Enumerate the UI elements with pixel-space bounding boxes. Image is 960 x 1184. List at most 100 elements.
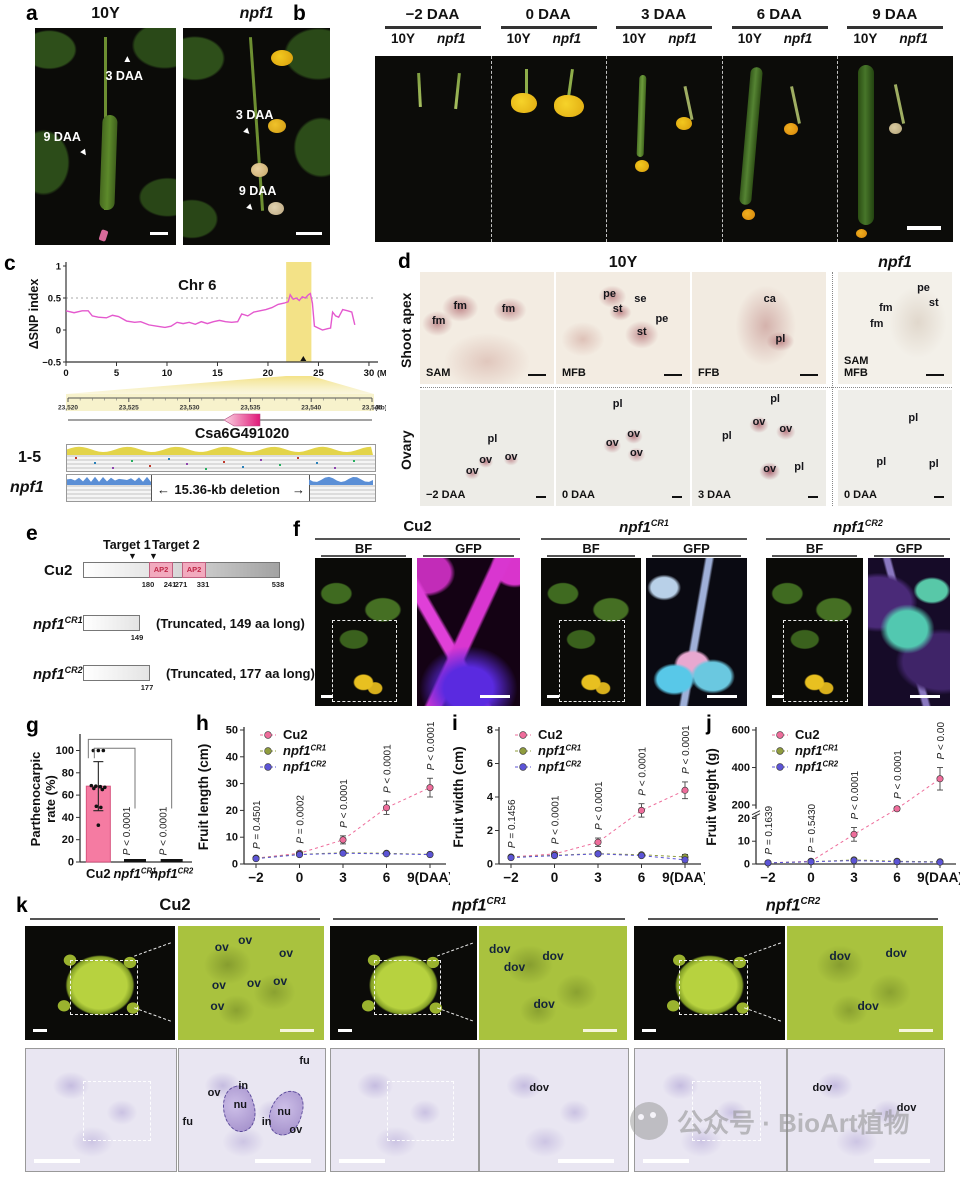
panel-d-image: pe st fm fm SAM MFB xyxy=(838,272,952,384)
connector-dashed-line xyxy=(134,942,171,957)
anatomy-label: pl xyxy=(908,411,919,424)
flower-illustration xyxy=(268,201,285,215)
inset-dashed-box xyxy=(679,960,748,1015)
target2-label: Target 2 xyxy=(152,538,200,552)
scale-bar xyxy=(664,373,682,376)
svg-text:Fruit weight (g): Fruit weight (g) xyxy=(704,748,719,845)
anatomy-label: ov xyxy=(627,428,641,441)
chart-parthenocarpic-rate: 0 20 40 60 80 100 P < 0.0001 P < 0.0001 Cu2 npf1C… xyxy=(28,724,196,892)
svg-text:23,525: 23,525 xyxy=(119,405,139,412)
panel-d-image: pl ov ov ov 0 DAA xyxy=(556,390,690,506)
anatomy-label: fm xyxy=(879,301,893,314)
svg-text:30: 30 xyxy=(364,368,375,379)
arrowhead-icon: ▲ xyxy=(76,145,91,161)
flower-illustration xyxy=(250,162,268,177)
inset-dashed-box xyxy=(559,620,625,703)
chart-fruit-width: 0 2 4 6 8 −2 0 3 6 9(DAA) P = 0.1456 P < 0.0001 P < … xyxy=(451,722,708,894)
daa-annotation: 9 DAA xyxy=(238,184,277,199)
connector-dashed-line xyxy=(134,1007,171,1022)
svg-text:−2: −2 xyxy=(503,870,518,885)
svg-text:P < 0.0001: P < 0.0001 xyxy=(850,770,861,819)
genotype-header: Cu2 xyxy=(403,518,432,535)
svg-text:100: 100 xyxy=(56,745,74,757)
ovule-label: dov xyxy=(533,996,555,1011)
image-stage-tag: 3 DAA xyxy=(698,489,732,502)
fruit-illustration xyxy=(893,84,906,124)
svg-text:20: 20 xyxy=(263,368,274,379)
anatomy-label: fm xyxy=(870,317,884,330)
svg-text:25: 25 xyxy=(313,368,324,379)
svg-text:P = 0.1456: P = 0.1456 xyxy=(507,799,518,848)
svg-text:9(DAA): 9(DAA) xyxy=(917,870,960,885)
fruit-illustration xyxy=(742,208,756,220)
alignment-track-npf1: ← → 15.36-kb deletion xyxy=(66,474,376,502)
bf-underline xyxy=(772,555,857,557)
panel-a-photo-10y: ▲ 3 DAA 9 DAA ▲ xyxy=(35,28,176,245)
svg-text:3: 3 xyxy=(850,870,858,885)
svg-text:npf1CR2: npf1CR2 xyxy=(538,759,582,774)
gfp-label: GFP xyxy=(895,541,923,556)
svg-text:Cu2: Cu2 xyxy=(86,866,111,881)
panel-k-genotype-header: npf1CR2 xyxy=(765,896,821,915)
svg-text:10: 10 xyxy=(738,836,750,848)
aa-position: 241 xyxy=(163,580,177,589)
daa-underline xyxy=(500,26,597,29)
image-stage-tag: SAM xyxy=(426,367,451,380)
fruit-illustration xyxy=(566,68,574,98)
inset-dashed-box xyxy=(386,1080,454,1142)
panel-k-genotype-header: npf1CR1 xyxy=(451,896,507,915)
fruit-illustration xyxy=(635,160,650,173)
panel-d-image: pl ov ov pl ov pl 3 DAA xyxy=(692,390,826,506)
anatomy-label: ov xyxy=(605,437,619,450)
svg-text:Parthenocarpic: Parthenocarpic xyxy=(28,752,43,847)
svg-text:6: 6 xyxy=(893,870,901,885)
anatomy-label: in xyxy=(261,1116,272,1129)
panel-b-photo-strip xyxy=(375,56,953,242)
anatomy-label: ov xyxy=(779,423,793,436)
ovule-label: ov xyxy=(238,932,253,947)
anatomy-label: fm xyxy=(501,302,516,315)
wechat-icon xyxy=(630,1102,668,1140)
alignment-track-1-5 xyxy=(66,444,376,472)
daa-underline xyxy=(847,26,944,29)
histology-image xyxy=(330,1048,479,1172)
cr1-aa-length: 149 xyxy=(130,633,144,642)
svg-text:0.5: 0.5 xyxy=(48,294,62,305)
snp-speckle xyxy=(334,467,336,469)
anatomy-label: ov xyxy=(763,462,777,475)
anatomy-label: pl xyxy=(794,460,805,473)
svg-text:9(DAA): 9(DAA) xyxy=(407,870,450,885)
dotted-divider xyxy=(832,272,833,506)
svg-text:80: 80 xyxy=(62,767,74,779)
panel-letter-d: d xyxy=(398,250,411,273)
scale-bar xyxy=(338,1029,352,1032)
daa-annotation: 3 DAA xyxy=(235,108,274,123)
snp-speckle xyxy=(93,462,96,464)
ovary-whole-photo xyxy=(330,926,477,1040)
bf-label: BF xyxy=(354,541,373,556)
gene-row-cr2-label: npf1CR2 xyxy=(33,665,83,683)
ovule-label: ov xyxy=(246,976,261,990)
svg-text:P < 0.0001: P < 0.0001 xyxy=(426,722,437,770)
target2-arrow-icon: ▼ xyxy=(149,551,158,561)
ovule-label: ov xyxy=(210,998,225,1013)
genotype-underline xyxy=(333,918,625,920)
inset-dashed-box xyxy=(692,1080,761,1142)
svg-text:400: 400 xyxy=(732,762,750,774)
anatomy-label: pl xyxy=(487,432,498,445)
daa-group-label: 0 DAA xyxy=(525,6,571,23)
anatomy-label: pl xyxy=(612,397,623,410)
dotted-divider xyxy=(420,387,952,388)
svg-text:0: 0 xyxy=(68,857,74,869)
scale-bar xyxy=(800,373,818,376)
svg-text:npf1CR1: npf1CR1 xyxy=(538,743,581,758)
fruit-illustration xyxy=(510,93,537,114)
anatomy-label: ov xyxy=(207,1086,221,1099)
histology-image xyxy=(25,1048,177,1172)
svg-text:−0.5: −0.5 xyxy=(42,358,61,369)
fruit-illustration xyxy=(683,85,694,120)
fruit-illustration xyxy=(889,122,903,134)
genotype-underline xyxy=(30,918,320,920)
panel-d-header-npf1: npf1 xyxy=(878,254,912,271)
